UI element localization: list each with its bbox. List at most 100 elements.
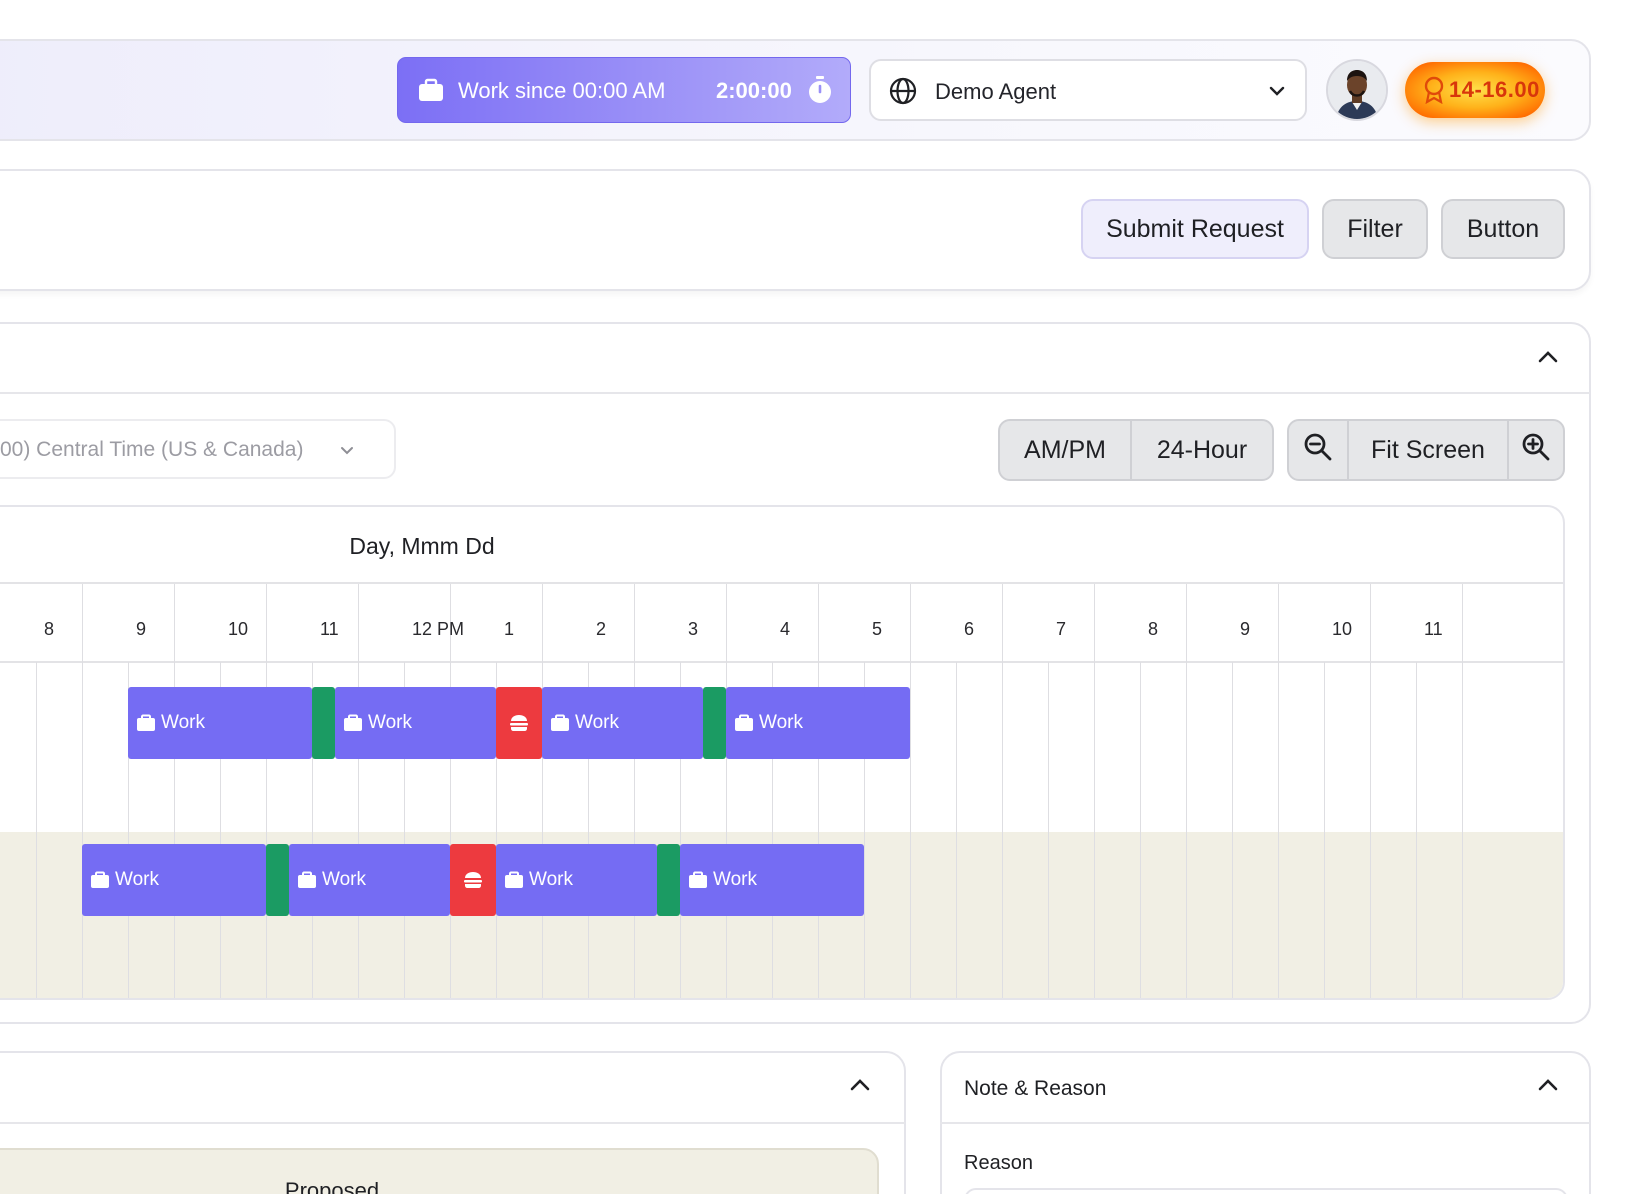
grid-line — [496, 662, 497, 998]
grid-line — [266, 584, 267, 998]
submit-request-button[interactable]: Submit Request — [1081, 199, 1309, 259]
timezone-value: 00) Central Time (US & Canada) — [0, 438, 304, 461]
hour-tick-label: 9 — [1240, 619, 1251, 639]
rank-badge[interactable]: 14-16.00 — [1405, 62, 1545, 118]
grid-line — [1232, 662, 1233, 998]
grid-line — [1186, 584, 1187, 998]
grid-line — [818, 584, 819, 998]
briefcase-icon — [343, 714, 363, 738]
work-block-label: Work — [115, 869, 159, 890]
work-block-label: Work — [713, 869, 757, 890]
work-block[interactable]: Work — [726, 687, 910, 759]
work-block[interactable]: Work — [335, 687, 496, 759]
grid-line — [680, 662, 681, 998]
briefcase-icon — [136, 714, 156, 738]
collapse-comparison-icon[interactable] — [850, 1078, 870, 1097]
grid-line — [1370, 584, 1371, 998]
hour-tick-label: 2 — [596, 619, 607, 639]
grid-line — [128, 662, 129, 998]
break-block[interactable] — [703, 687, 726, 759]
grid-line — [174, 584, 175, 998]
hour-tick-label: 1 — [504, 619, 515, 639]
grid-line — [864, 662, 865, 998]
lunch-block[interactable] — [450, 844, 496, 916]
grid-line — [634, 584, 635, 998]
grid-line — [404, 662, 405, 998]
filter-button[interactable]: Filter — [1322, 199, 1428, 259]
briefcase-icon — [734, 714, 754, 738]
hour-tick-label: 11 — [1424, 619, 1443, 639]
grid-line — [1324, 662, 1325, 998]
grid-line — [36, 662, 37, 998]
break-block[interactable] — [312, 687, 335, 759]
chevron-down-icon — [340, 443, 354, 461]
work-block[interactable]: Work — [128, 687, 312, 759]
break-block[interactable] — [266, 844, 289, 916]
zoom-in-icon — [1521, 432, 1551, 469]
grid-line — [450, 584, 451, 998]
hour-tick-label: 12 PM — [412, 619, 465, 639]
grid-line — [312, 662, 313, 998]
hour-tick-label: 8 — [1148, 619, 1159, 639]
work-status-label: Work since 00:00 AM — [458, 78, 666, 103]
break-block[interactable] — [657, 844, 680, 916]
grid-line — [1048, 662, 1049, 998]
divider — [0, 1122, 905, 1124]
hour-tick-label: 8 — [44, 619, 55, 639]
agent-selector[interactable]: Demo Agent — [869, 59, 1307, 121]
divider — [1507, 421, 1509, 479]
work-block-label: Work — [529, 869, 573, 890]
generic-button[interactable]: Button — [1441, 199, 1565, 259]
reason-input[interactable] — [964, 1188, 1568, 1194]
grid-line — [542, 584, 543, 998]
work-block-label: Work — [322, 869, 366, 890]
collapse-note-icon[interactable] — [1538, 1078, 1558, 1097]
grid-line — [358, 584, 359, 998]
proposed-section: Proposed — [0, 1148, 879, 1194]
grid-line — [726, 584, 727, 998]
24-hour-option[interactable]: 24-Hour — [1156, 435, 1248, 464]
work-block-label: Work — [368, 712, 412, 733]
chevron-down-icon — [1269, 84, 1285, 102]
divider — [0, 392, 1590, 394]
briefcase-icon — [418, 78, 444, 107]
grid-line — [1094, 584, 1095, 998]
hour-tick-label: 10 — [1332, 619, 1353, 639]
timezone-select[interactable]: 00) Central Time (US & Canada) — [0, 419, 396, 479]
globe-icon — [889, 77, 917, 110]
briefcase-icon — [504, 871, 524, 895]
work-block[interactable]: Work — [680, 844, 864, 916]
hour-tick-label: 3 — [688, 619, 699, 639]
work-block-label: Work — [759, 712, 803, 733]
timeline-date: Day, Mmm Dd — [349, 533, 495, 559]
avatar[interactable] — [1326, 59, 1388, 121]
stopwatch-icon — [807, 75, 833, 110]
ampm-option[interactable]: AM/PM — [1024, 435, 1106, 464]
burger-icon — [463, 871, 483, 894]
reason-label: Reason — [964, 1152, 1033, 1174]
work-block[interactable]: Work — [289, 844, 450, 916]
divider — [1130, 421, 1132, 479]
collapse-schedule-icon[interactable] — [1538, 350, 1558, 369]
work-status-indicator[interactable]: Work since 00:00 AM 2:00:00 — [397, 57, 851, 123]
grid-line — [82, 584, 83, 998]
divider — [1347, 421, 1349, 479]
lunch-block[interactable] — [496, 687, 542, 759]
work-block[interactable]: Work — [82, 844, 266, 916]
burger-icon — [509, 714, 529, 737]
proposed-label: Proposed — [284, 1178, 380, 1194]
divider — [0, 582, 1563, 584]
work-block[interactable]: Work — [542, 687, 703, 759]
briefcase-icon — [550, 714, 570, 738]
medal-icon — [1423, 76, 1445, 109]
zoom-in-button[interactable] — [1509, 421, 1563, 479]
work-block-label: Work — [575, 712, 619, 733]
agent-name: Demo Agent — [935, 79, 1057, 104]
grid-line — [1462, 584, 1463, 998]
zoom-out-button[interactable] — [1289, 421, 1347, 479]
note-reason-title: Note & Reason — [964, 1077, 1107, 1100]
fit-screen-button[interactable]: Fit Screen — [1371, 435, 1485, 464]
work-block[interactable]: Work — [496, 844, 657, 916]
divider — [0, 661, 1563, 663]
grid-line — [772, 662, 773, 998]
